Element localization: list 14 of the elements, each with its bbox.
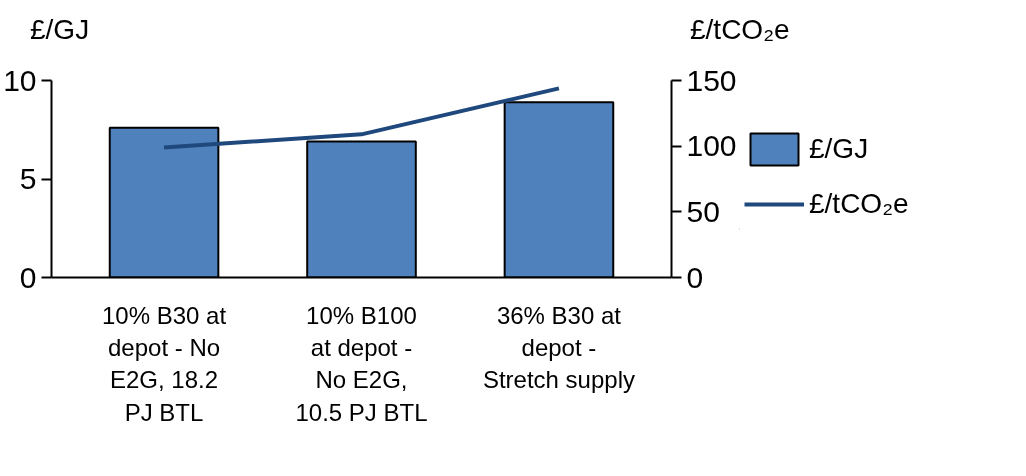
y-tick-label: 10	[3, 63, 37, 97]
legend-label: £/GJ	[809, 133, 869, 165]
x-tick-label: 10% B30 at depot - No E2G, 18.2 PJ BTL	[102, 301, 227, 426]
y2-tick-label: 0	[686, 260, 704, 294]
y2-tick-label: 150	[686, 63, 737, 97]
y-axis-title: £/GJ	[30, 13, 90, 47]
y-tick-label: 0	[19, 260, 37, 294]
y2-tick-label: 100	[686, 129, 737, 163]
x-tick-label: 10% B100 at depot - No E2G, 10.5 PJ BTL	[295, 301, 428, 426]
y2-axis-title: £/tCO₂e	[690, 13, 790, 47]
y2-tick-label: 50	[686, 194, 720, 228]
y-tick-label: 5	[19, 162, 37, 195]
legend-label: £/tCO₂e	[809, 188, 909, 220]
x-tick-label: 36% B30 at depot - Stretch supply	[482, 301, 635, 394]
